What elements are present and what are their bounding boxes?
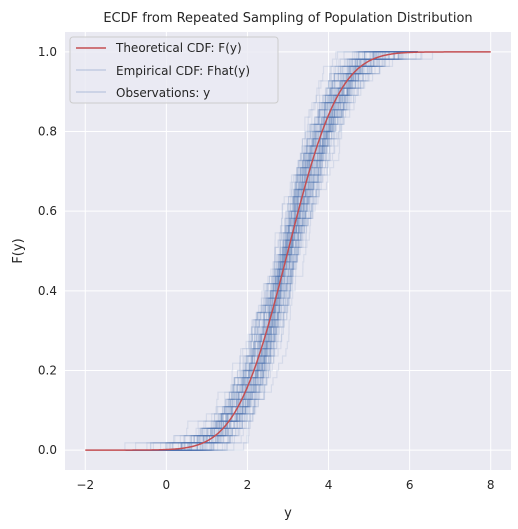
empirical-cdf-line	[125, 51, 418, 451]
legend-label-theoretical: Theoretical CDF: F(y)	[115, 41, 242, 55]
empirical-cdf-line	[125, 51, 418, 451]
empirical-cdf-line	[124, 51, 418, 451]
legend-label-empirical: Empirical CDF: Fhat(y)	[116, 64, 250, 78]
empirical-cdf-line	[125, 51, 418, 451]
empirical-cdf-line	[125, 51, 418, 451]
empirical-cdf-line	[125, 51, 418, 451]
empirical-cdf-line	[125, 51, 418, 451]
empirical-cdf-line	[125, 51, 418, 451]
empirical-cdf-line	[125, 51, 418, 451]
empirical-cdf-line	[125, 51, 418, 451]
empirical-cdf-line	[125, 51, 418, 451]
x-tick-label: 4	[325, 478, 333, 492]
empirical-cdf-line	[125, 51, 418, 451]
legend-label-observations: Observations: y	[116, 86, 210, 100]
empirical-cdf-line	[125, 51, 418, 451]
empirical-cdf-line	[125, 51, 418, 451]
empirical-cdf-line	[125, 51, 434, 451]
legend-frame	[69, 36, 279, 104]
empirical-cdf-line	[125, 51, 418, 451]
empirical-cdf-line	[125, 51, 418, 451]
x-tick-label: 2	[244, 478, 252, 492]
empirical-cdf-line	[125, 51, 418, 451]
y-tick-label: 0.6	[38, 204, 57, 218]
empirical-cdf-line	[125, 51, 418, 451]
empirical-cdf-line	[125, 51, 418, 451]
empirical-cdf-line	[125, 51, 418, 451]
empirical-cdf-line	[125, 51, 418, 451]
grid-lines	[65, 32, 511, 470]
empirical-cdf-line	[125, 51, 418, 451]
theoretical-cdf-layer	[85, 51, 491, 451]
empirical-cdf-line	[125, 51, 418, 451]
empirical-cdf-line	[125, 51, 418, 451]
empirical-cdf-line	[125, 51, 422, 451]
empirical-cdf-line	[125, 51, 418, 451]
empirical-cdf-line	[125, 51, 418, 451]
empirical-cdf-line	[125, 51, 418, 451]
empirical-cdf-line	[125, 51, 418, 451]
empirical-cdf-line	[125, 51, 418, 451]
y-tick-label: 0.2	[38, 363, 57, 377]
empirical-cdf-line	[125, 51, 418, 451]
y-tick-label: 0.0	[38, 443, 57, 457]
x-axis-ticks: −2 0 2 4 6 8	[76, 478, 494, 492]
y-axis-ticks: 0.0 0.2 0.4 0.6 0.8 1.0	[38, 45, 57, 457]
empirical-cdf-line	[125, 51, 418, 451]
empirical-cdf-line	[125, 51, 418, 451]
y-tick-label: 0.4	[38, 284, 57, 298]
chart-title: ECDF from Repeated Sampling of Populatio…	[103, 11, 472, 26]
empirical-cdf-line	[125, 51, 418, 451]
empirical-cdf-line	[125, 51, 418, 451]
empirical-cdf-line	[125, 51, 423, 451]
empirical-cdf-line	[125, 51, 418, 451]
empirical-cdf-line	[125, 51, 418, 451]
x-tick-label: 8	[487, 478, 495, 492]
empirical-cdf-line	[125, 51, 418, 451]
empirical-cdf-line	[125, 51, 418, 451]
empirical-cdf-line	[125, 51, 418, 451]
empirical-cdf-line	[125, 51, 418, 451]
empirical-cdf-line	[125, 51, 418, 451]
x-tick-label: −2	[76, 478, 94, 492]
empirical-cdf-line	[125, 51, 418, 451]
x-tick-label: 6	[406, 478, 414, 492]
empirical-cdf-line	[125, 51, 418, 451]
empirical-cdf-line	[125, 51, 418, 451]
empirical-cdf-line	[125, 51, 418, 451]
empirical-cdf-line	[125, 51, 418, 451]
empirical-cdf-line	[125, 51, 418, 451]
empirical-cdf-line	[125, 51, 418, 451]
x-tick-label: 0	[163, 478, 171, 492]
empirical-cdf-line	[125, 51, 418, 451]
empirical-cdf-line	[125, 51, 418, 451]
x-axis-label: y	[284, 506, 292, 521]
empirical-cdf-line	[125, 51, 418, 451]
y-tick-label: 1.0	[38, 45, 57, 59]
empirical-cdf-line	[125, 51, 418, 451]
legend: Theoretical CDF: F(y) Empirical CDF: Fha…	[69, 36, 279, 104]
y-tick-label: 0.8	[38, 125, 57, 139]
theoretical-cdf-line	[85, 51, 491, 451]
empirical-cdf-line	[125, 51, 418, 451]
empirical-cdf-line	[125, 51, 418, 451]
empirical-cdf-line	[125, 51, 418, 451]
empirical-cdf-line	[125, 51, 418, 451]
empirical-cdf-line	[125, 51, 418, 451]
empirical-cdf-line	[125, 51, 418, 451]
empirical-cdf-line	[125, 51, 418, 451]
empirical-cdf-line	[125, 51, 418, 451]
empirical-cdf-line	[125, 51, 418, 451]
empirical-cdf-line	[125, 51, 418, 451]
empirical-cdf-line	[125, 51, 418, 451]
empirical-cdf-line	[125, 51, 418, 451]
empirical-cdf-line	[125, 51, 418, 451]
y-axis-label: F(y)	[11, 238, 26, 263]
empirical-cdf-line	[125, 51, 418, 451]
empirical-cdf-line	[125, 51, 418, 451]
